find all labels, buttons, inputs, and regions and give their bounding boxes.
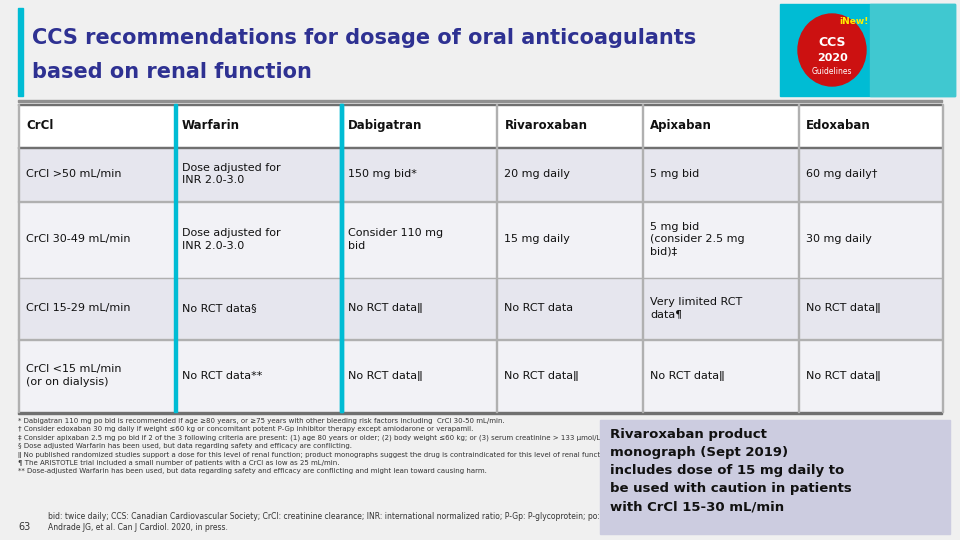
Text: Consider 110 mg
bid: Consider 110 mg bid [348, 228, 444, 251]
Text: CrCl 15-29 mL/min: CrCl 15-29 mL/min [26, 303, 131, 313]
Text: CrCl: CrCl [26, 119, 54, 132]
Bar [18, 339, 942, 412]
Text: No RCT dataǁ: No RCT dataǁ [504, 370, 579, 381]
Bar [18, 100, 942, 102]
Text: CrCl >50 mL/min: CrCl >50 mL/min [26, 169, 122, 179]
Text: 60 mg daily†: 60 mg daily† [806, 169, 877, 179]
Bar [341, 104, 343, 412]
Text: CCS recommendations for dosage of oral anticoagulants: CCS recommendations for dosage of oral a… [32, 28, 696, 48]
Text: * Dabigatran 110 mg po bid is recommended if age ≥80 years, or ≥75 years with ot: * Dabigatran 110 mg po bid is recommende… [18, 418, 613, 474]
Text: Rivaroxaban product
monograph (Sept 2019)
includes dose of 15 mg daily to
be use: Rivaroxaban product monograph (Sept 2019… [610, 428, 852, 513]
Text: Guidelines: Guidelines [812, 68, 852, 77]
Bar [18, 147, 942, 201]
Text: Rivaroxaban: Rivaroxaban [504, 119, 588, 132]
Text: CCS: CCS [818, 36, 846, 49]
Bar [18, 339, 942, 340]
Bar [18, 104, 942, 147]
Text: Very limited RCT
data¶: Very limited RCT data¶ [650, 297, 742, 320]
Text: 20 mg daily: 20 mg daily [504, 169, 570, 179]
Bar [780, 4, 955, 96]
Text: Apixaban: Apixaban [650, 119, 712, 132]
Text: 30 mg daily: 30 mg daily [806, 234, 872, 244]
Bar [870, 4, 955, 96]
Text: No RCT data§: No RCT data§ [182, 303, 256, 313]
Bar [18, 201, 942, 278]
Bar [18, 104, 942, 105]
Text: No RCT data**: No RCT data** [182, 370, 262, 381]
Text: Dose adjusted for
INR 2.0-3.0: Dose adjusted for INR 2.0-3.0 [182, 163, 280, 185]
Text: No RCT dataǁ: No RCT dataǁ [348, 303, 423, 313]
Text: CrCl 30-49 mL/min: CrCl 30-49 mL/min [26, 234, 131, 244]
Text: Dabigatran: Dabigatran [348, 119, 422, 132]
Text: Edoxaban: Edoxaban [806, 119, 871, 132]
Text: No RCT data: No RCT data [504, 303, 573, 313]
Text: bid: twice daily; CCS: Canadian Cardiovascular Society; CrCl: creatinine clearan: bid: twice daily; CCS: Canadian Cardiova… [48, 512, 619, 532]
Text: 5 mg bid: 5 mg bid [650, 169, 700, 179]
Bar [18, 412, 942, 414]
Text: 5 mg bid
(consider 2.5 mg
bid)‡: 5 mg bid (consider 2.5 mg bid)‡ [650, 222, 745, 256]
Bar [18, 147, 942, 149]
Text: 63: 63 [18, 522, 31, 532]
Text: No RCT dataǁ: No RCT dataǁ [650, 370, 725, 381]
Bar [174, 104, 177, 412]
Text: Dose adjusted for
INR 2.0-3.0: Dose adjusted for INR 2.0-3.0 [182, 228, 280, 251]
Ellipse shape [798, 14, 866, 86]
Text: Warfarin: Warfarin [182, 119, 240, 132]
Text: CrCl <15 mL/min
(or on dialysis): CrCl <15 mL/min (or on dialysis) [26, 364, 122, 387]
Bar [18, 201, 942, 202]
Text: 15 mg daily: 15 mg daily [504, 234, 570, 244]
Text: No RCT dataǁ: No RCT dataǁ [806, 303, 881, 313]
Text: based on renal function: based on renal function [32, 62, 312, 82]
Text: No RCT dataǁ: No RCT dataǁ [348, 370, 423, 381]
Text: 2020: 2020 [817, 53, 848, 63]
Bar [18, 8, 23, 96]
Bar [600, 420, 950, 534]
Bar [18, 278, 942, 339]
Text: No RCT dataǁ: No RCT dataǁ [806, 370, 881, 381]
Text: iNew!: iNew! [839, 17, 869, 26]
Bar [0, 0, 960, 100]
Text: 150 mg bid*: 150 mg bid* [348, 169, 418, 179]
Bar [341, 104, 343, 412]
